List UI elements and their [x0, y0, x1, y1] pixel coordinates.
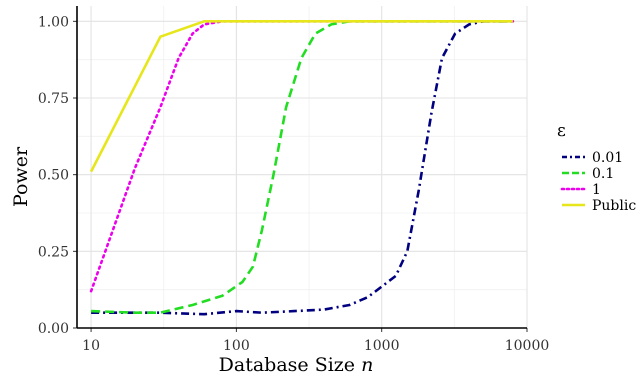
major-gridlines: [77, 6, 528, 329]
legend-label: 0.01: [592, 150, 623, 166]
legend-title: ε: [557, 121, 566, 141]
legend-label: 1: [592, 182, 601, 198]
x-tick-label: 100: [223, 338, 250, 354]
y-tick-label: 1.00: [38, 14, 69, 30]
series-line-0-1: [91, 20, 513, 314]
x-tick-label: 1000: [364, 338, 400, 354]
y-tick-label: 0.75: [38, 91, 69, 107]
series-line-public: [89, 20, 513, 173]
axes: [73, 6, 528, 332]
series-lines: [89, 20, 515, 316]
y-tick-label: 0.00: [38, 321, 69, 337]
x-axis-title-text: Database Size: [219, 354, 355, 376]
series-line-1: [89, 20, 515, 293]
minor-gridlines: [77, 6, 527, 328]
y-tick-label: 0.25: [38, 244, 69, 260]
x-tick-label: 10000: [505, 338, 550, 354]
tick-labels: 10 100 1000 10000 0.00 0.25 0.50 0.75 1.00: [38, 14, 549, 354]
x-axis-title: Database Size n: [219, 354, 374, 376]
legend-label: Public: [592, 198, 636, 214]
legend-label: 0.1: [592, 166, 614, 182]
x-axis-title-variable: n: [361, 354, 373, 376]
x-tick-label: 10: [82, 338, 100, 354]
y-tick-label: 0.50: [38, 168, 69, 184]
y-axis-title: Power: [10, 146, 32, 207]
series-line-0-01: [91, 20, 513, 316]
